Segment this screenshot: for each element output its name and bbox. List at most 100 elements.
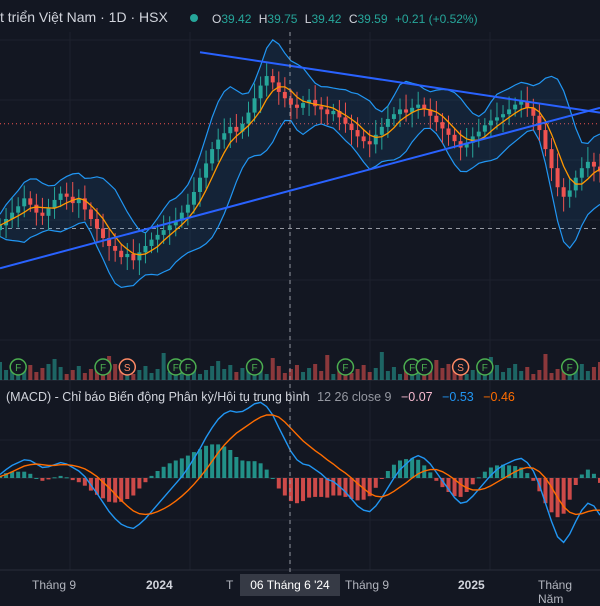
macd-histogram-bar <box>294 478 299 504</box>
candle-body <box>579 168 584 178</box>
candle-body <box>107 238 112 246</box>
close-value: 39.59 <box>357 12 388 26</box>
macd-histogram-bar <box>313 478 318 497</box>
candle-body <box>94 219 99 229</box>
volume-bar <box>64 374 69 380</box>
volume-bar <box>204 370 209 380</box>
volume-bar <box>88 369 93 380</box>
event-marker <box>336 358 355 376</box>
macd-histogram-bar <box>349 478 354 499</box>
macd-histogram-bar <box>246 461 251 478</box>
event-marker <box>118 358 137 376</box>
volume-bar <box>591 367 596 380</box>
change-value: +0.21 (+0.52%) <box>394 12 478 26</box>
candle-body <box>46 207 51 216</box>
event-marker-label: F <box>421 363 427 374</box>
macd-histogram-bar <box>113 478 118 503</box>
macd-histogram-bar <box>28 473 33 478</box>
volume-bar <box>373 368 378 380</box>
macd-histogram-bar <box>319 478 324 497</box>
macd-histogram-bar <box>216 444 221 478</box>
volume-bar <box>337 370 342 380</box>
symbol-title[interactable]: t triển Việt Nam · 1D · HSX <box>0 9 168 25</box>
event-marker <box>9 358 27 376</box>
candle-body <box>28 198 33 205</box>
volume-bar <box>101 372 106 380</box>
candle-body <box>125 253 130 258</box>
candle-body <box>282 91 287 99</box>
event-marker-label: F <box>251 363 257 374</box>
volume-bar <box>161 353 166 380</box>
volume-bar <box>210 366 215 380</box>
bollinger-lower-line <box>0 119 600 289</box>
candle-body <box>167 225 172 231</box>
macd-histogram-bar <box>501 464 506 478</box>
event-marker-label: F <box>409 363 415 374</box>
candle-body <box>52 199 57 208</box>
candle-body <box>410 107 415 113</box>
volume-bar <box>40 368 45 380</box>
macd-name: (MACD) - Chỉ báo Biến động Phân kỳ/Hội t… <box>6 390 310 404</box>
macd-histogram-bar <box>301 478 306 502</box>
candle-body <box>591 161 596 167</box>
event-marker-label: S <box>124 363 131 374</box>
macd-histogram-bar <box>204 445 209 478</box>
volume-bar <box>155 369 160 380</box>
macd-histogram-bar <box>543 478 548 504</box>
event-marker-label: F <box>185 363 191 374</box>
macd-legend[interactable]: (MACD) - Chỉ báo Biến động Phân kỳ/Hội t… <box>6 390 515 404</box>
candle-body <box>258 85 263 99</box>
candle-body <box>16 206 21 213</box>
event-marker-label: F <box>173 363 179 374</box>
volume-bar <box>531 374 536 380</box>
macd-histogram <box>0 444 600 518</box>
candle-body <box>501 114 506 118</box>
candle-body <box>228 126 233 134</box>
volume-bar <box>482 373 487 380</box>
macd-histogram-bar <box>355 478 360 501</box>
ohlc-readout: O39.42 H39.75 L39.42 C39.59 +0.21 (+0.52… <box>212 12 482 26</box>
volume-bar <box>264 374 269 380</box>
event-marker-label: F <box>567 363 573 374</box>
candle-body <box>482 125 487 132</box>
macd-histogram-bar <box>391 464 396 478</box>
macd-histogram-bar <box>155 471 160 478</box>
candle-body <box>22 198 27 207</box>
macd-histogram-bar <box>373 478 378 488</box>
volume-bar <box>464 374 469 380</box>
macd-histogram-bar <box>446 478 451 492</box>
candle-body <box>88 209 93 219</box>
volume-bar <box>325 355 330 380</box>
macd-histogram-bar <box>452 478 457 497</box>
macd-histogram-bar <box>125 478 130 499</box>
macd-line <box>0 401 600 544</box>
high-key: H <box>258 12 268 26</box>
low-value: 39.42 <box>311 12 342 26</box>
open-value: 39.42 <box>221 12 252 26</box>
candle-body <box>288 98 293 105</box>
macd-histogram-bar <box>4 473 9 478</box>
event-marker <box>451 358 470 376</box>
macd-histogram-bar <box>270 478 275 479</box>
macd-hist-value: −0.07 <box>400 390 433 404</box>
macd-histogram-bar <box>307 478 312 498</box>
moving-average-line <box>0 86 600 256</box>
volume-bars <box>0 352 600 380</box>
macd-histogram-bar <box>507 465 512 478</box>
event-marker <box>476 358 494 376</box>
event-marker <box>560 358 579 376</box>
volume-bar <box>82 373 87 380</box>
candle-body <box>64 193 69 197</box>
volume-bar <box>307 368 312 380</box>
macd-histogram-bar <box>519 467 524 478</box>
macd-histogram-bar <box>131 478 136 496</box>
candle-body <box>428 109 433 116</box>
symbol-header[interactable]: t triển Việt Nam · 1D · HSX <box>0 9 210 31</box>
macd-histogram-bar <box>143 478 148 483</box>
volume-bar <box>525 367 530 380</box>
candle-body <box>264 76 269 86</box>
volume-bar <box>70 370 75 380</box>
candle-body <box>349 123 354 131</box>
volume-bar <box>385 371 390 380</box>
